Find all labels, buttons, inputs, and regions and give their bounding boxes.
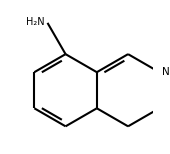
Text: N: N (162, 67, 169, 77)
Text: H₂N: H₂N (27, 17, 45, 27)
